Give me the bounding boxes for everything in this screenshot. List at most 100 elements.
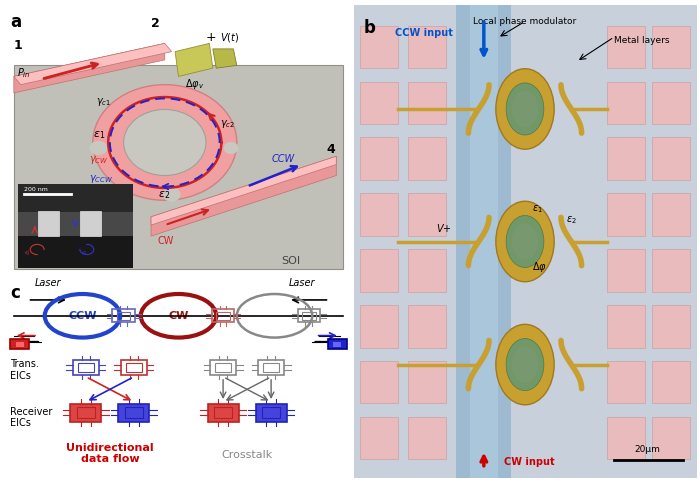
Bar [360, 249, 398, 292]
Polygon shape [151, 156, 336, 225]
Text: Laser: Laser [34, 278, 61, 288]
Bar [652, 361, 690, 403]
Text: a: a [10, 13, 22, 31]
Bar [408, 361, 446, 403]
Bar [652, 82, 690, 124]
Circle shape [512, 91, 538, 127]
Bar [10, 339, 29, 350]
Text: Crosstalk: Crosstalk [221, 450, 273, 460]
Bar [18, 236, 133, 268]
Circle shape [124, 110, 206, 175]
Polygon shape [175, 43, 213, 76]
Circle shape [496, 201, 554, 282]
Text: c: c [10, 284, 20, 302]
Bar [652, 137, 690, 180]
Bar [608, 137, 645, 180]
Bar [38, 211, 59, 236]
Text: $\varepsilon_1$: $\varepsilon_1$ [532, 203, 542, 214]
Bar [18, 184, 133, 213]
Bar [470, 5, 498, 478]
Text: Trans.
EICs: Trans. EICs [10, 359, 39, 381]
Polygon shape [213, 49, 237, 68]
Text: CW: CW [168, 311, 189, 321]
Bar [360, 137, 398, 180]
Text: $\varepsilon_1$: $\varepsilon_1$ [92, 129, 105, 141]
Text: CW: CW [158, 236, 174, 246]
Bar [15, 342, 24, 347]
Bar [298, 309, 320, 322]
Text: Receiver
EICs: Receiver EICs [10, 407, 52, 428]
Text: Unidirectional
data flow: Unidirectional data flow [66, 443, 154, 464]
Bar [263, 363, 279, 372]
Text: Local phase modulator: Local phase modulator [473, 16, 577, 26]
Bar [652, 305, 690, 348]
Circle shape [162, 187, 181, 202]
Bar [80, 211, 101, 236]
Text: $\varepsilon_2$: $\varepsilon_2$ [566, 214, 577, 227]
Circle shape [506, 215, 544, 268]
Text: CW input: CW input [505, 457, 555, 467]
Text: $\Delta\varphi_v$: $\Delta\varphi_v$ [186, 77, 204, 91]
Text: 200 nm: 200 nm [25, 187, 48, 192]
Bar [360, 26, 398, 68]
Text: $\gamma_{c1}$: $\gamma_{c1}$ [96, 96, 111, 108]
Bar [408, 417, 446, 459]
Bar [408, 137, 446, 180]
Bar [608, 26, 645, 68]
Bar [210, 360, 236, 375]
Bar [608, 193, 645, 236]
Circle shape [512, 346, 538, 383]
Bar [73, 360, 99, 375]
Bar [18, 213, 133, 236]
Bar [121, 360, 147, 375]
Bar [456, 5, 511, 478]
Circle shape [506, 339, 544, 391]
Text: CCW: CCW [68, 311, 97, 321]
Bar [216, 363, 231, 372]
Bar [125, 408, 144, 418]
Bar [126, 363, 141, 372]
Text: $\varepsilon_2$: $\varepsilon_2$ [158, 189, 170, 201]
Bar [652, 193, 690, 236]
Text: $\gamma_{CCW}$: $\gamma_{CCW}$ [90, 173, 113, 185]
Text: $P_{in}$: $P_{in}$ [18, 66, 31, 80]
Bar [71, 404, 102, 422]
Polygon shape [14, 65, 343, 269]
Circle shape [496, 325, 554, 405]
Bar [408, 249, 446, 292]
Bar [333, 342, 342, 347]
Text: 1: 1 [14, 39, 22, 52]
Bar [112, 309, 135, 322]
Circle shape [496, 69, 554, 149]
Bar [608, 305, 645, 348]
Circle shape [506, 83, 544, 135]
Text: $\varepsilon_2'$: $\varepsilon_2'$ [25, 248, 32, 258]
Polygon shape [14, 43, 172, 85]
Bar [360, 305, 398, 348]
Bar [212, 309, 234, 322]
Bar [360, 417, 398, 459]
Bar [652, 249, 690, 292]
Bar [608, 417, 645, 459]
Bar [76, 408, 95, 418]
Circle shape [90, 141, 107, 155]
Bar [408, 193, 446, 236]
Bar [328, 339, 346, 350]
Bar [216, 312, 230, 320]
Bar [652, 417, 690, 459]
Text: Metal layers: Metal layers [614, 36, 670, 44]
Circle shape [223, 142, 239, 154]
Text: 4: 4 [326, 143, 335, 156]
Text: SOI: SOI [281, 256, 300, 266]
Circle shape [92, 85, 237, 200]
Text: CCW: CCW [271, 154, 294, 164]
Bar [608, 82, 645, 124]
Bar [360, 361, 398, 403]
Bar [408, 26, 446, 68]
Text: +: + [206, 30, 216, 43]
Text: $V$+: $V$+ [436, 222, 452, 234]
Bar [214, 408, 232, 418]
Bar [408, 82, 446, 124]
Bar [360, 82, 398, 124]
Text: Laser: Laser [288, 278, 315, 288]
